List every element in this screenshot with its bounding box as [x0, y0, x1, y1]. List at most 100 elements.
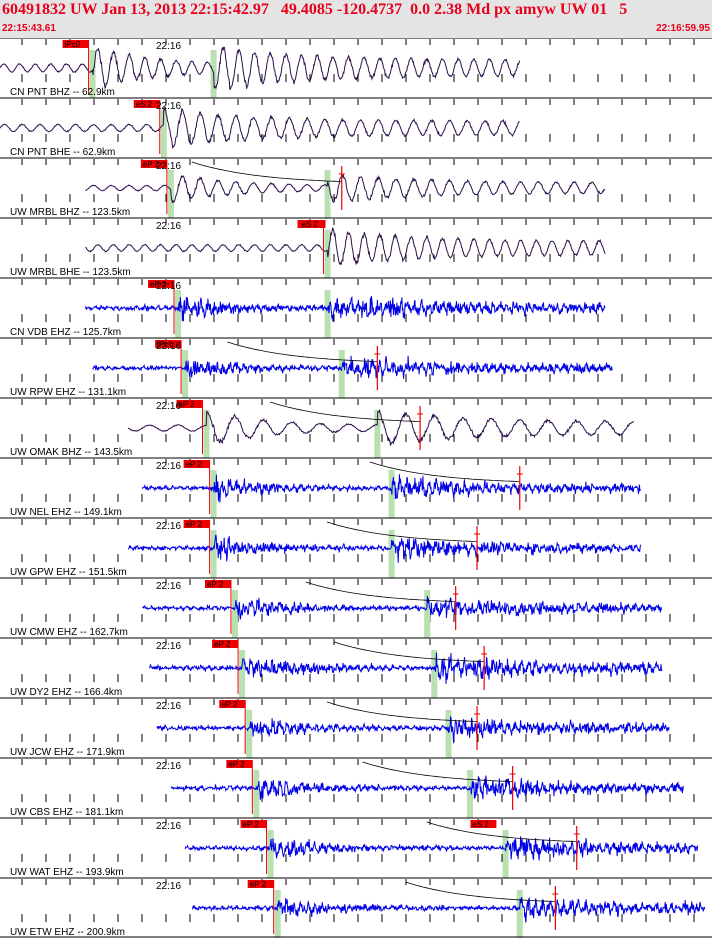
seismogram-trace	[0, 46, 521, 91]
trace-row: eP 222:16 CN VDB EHZ -- 125.7km	[0, 277, 712, 338]
pick-label: eP 2	[150, 280, 167, 289]
trace-row: eS 2 22:16 CN PNT BHE -- 62.9km	[0, 97, 712, 158]
trace-row: eP 2 22:16 UW CBS EHZ -- 181.1km	[0, 757, 712, 818]
seismogram-trace	[85, 227, 606, 266]
p-pick-window	[160, 110, 167, 158]
time-tick-label: 22:16	[156, 341, 181, 352]
pick-box	[183, 460, 210, 468]
seismogram-trace	[84, 295, 606, 322]
seismogram-trace	[92, 355, 613, 379]
seismogram-trace	[170, 775, 684, 800]
time-tick-label: 22:16	[156, 401, 181, 412]
trace-row: eP 2 22:16 UW NEL EHZ -- 149.1km	[0, 457, 712, 518]
trace-row: eP 2 22:16 UW CMW EHZ -- 162.7km	[0, 577, 712, 638]
pick-box	[240, 820, 267, 828]
pick-box	[176, 400, 203, 408]
time-tick-label: 22:16	[156, 881, 181, 892]
p-pick-window	[253, 770, 260, 818]
seismogram-trace	[0, 106, 520, 150]
station-label: UW WAT EHZ -- 193.9km	[10, 867, 124, 878]
pick-label: eP 2	[221, 700, 238, 709]
p-pick-window	[210, 470, 217, 518]
s-pick-window	[445, 710, 452, 758]
trace-row: eS 2 22:16 UW MRBL BHE -- 123.5km	[0, 217, 712, 278]
station-label: CN PNT BHE -- 62.9km	[10, 147, 115, 158]
trace-row: eP 2 22:16 UW ETW EHZ -- 200.9km	[0, 877, 712, 938]
pick-label: eP 2	[178, 400, 195, 409]
coda-curve	[326, 521, 478, 542]
s-pick-window	[324, 290, 331, 338]
trace-row: eP 222:16 UW MRBL BHZ -- 123.5km	[0, 157, 712, 218]
seismogram-trace	[127, 409, 634, 446]
pick-box	[148, 280, 174, 288]
station-label: UW RPW EHZ -- 131.1km	[10, 387, 126, 398]
seismogram-trace	[156, 715, 670, 744]
trace-row: eP 222:16 UW OMAK BHZ -- 143.5km	[0, 397, 712, 458]
trace-row: eP 2 22:16 UW WAT EHZ -- 193.9km	[0, 817, 712, 878]
station-label: UW GPW EHZ -- 151.5km	[10, 567, 127, 578]
trace-row: eP 2 22:16 UW JCW EHZ -- 171.9km	[0, 697, 712, 758]
station-label: UW MRBL BHZ -- 123.5km	[10, 207, 130, 218]
station-label: CN PNT BHZ -- 62.9km	[10, 87, 115, 98]
coda-curve	[326, 701, 478, 722]
time-tick-label: 22:16	[156, 581, 181, 592]
p-pick-window	[231, 590, 238, 638]
time-tick-label: 22:16	[156, 821, 181, 832]
p-pick-window	[239, 650, 246, 698]
seismogram-trace	[127, 534, 642, 563]
s-pick-window	[431, 650, 438, 698]
p-pick-window	[246, 710, 253, 758]
coda-curve	[405, 881, 556, 902]
start-time: 22:15:43.61	[2, 23, 56, 34]
pick-box	[226, 760, 253, 768]
seismogram-trace	[85, 173, 606, 204]
event-title: 60491832 UW Jan 13, 2013 22:15:42.97 49.…	[2, 1, 628, 18]
p-pick-window	[274, 890, 281, 938]
pick-label: eP 2	[250, 880, 267, 889]
time-tick-label: 22:16	[156, 701, 181, 712]
coda-curve	[305, 581, 456, 602]
seismogram-trace	[141, 474, 641, 503]
header-bar: 60491832 UW Jan 13, 2013 22:15:42.97 49.…	[0, 0, 712, 38]
station-label: UW OMAK BHZ -- 143.5km	[10, 447, 132, 458]
pick-label: eP 2	[243, 820, 260, 829]
s-pick-window	[502, 830, 509, 878]
pick-label: eP 2	[214, 640, 231, 649]
pick-label: iPc1	[157, 340, 173, 349]
pick-label: eP 2	[186, 460, 203, 469]
pick-box	[62, 40, 89, 48]
time-tick-label: 22:16	[156, 281, 181, 292]
p-pick-window	[210, 530, 217, 578]
station-label: UW NEL EHZ -- 149.1km	[10, 507, 122, 518]
time-tick-label: 22:16	[156, 521, 181, 532]
pick-label: eP 2	[143, 160, 160, 169]
s-pick-window	[338, 350, 345, 398]
s-pick-window	[424, 590, 431, 638]
coda-curve	[191, 161, 342, 182]
coda-curve	[269, 401, 421, 422]
secondary-pick-label: eS 2	[472, 820, 489, 829]
seismogram-trace	[184, 836, 699, 861]
pick-box	[155, 340, 182, 348]
trace-row: eP 2 22:16 UW DY2 EHZ -- 166.4km	[0, 637, 712, 698]
secondary-pick-label: eS 2	[302, 220, 319, 229]
pick-box	[183, 520, 210, 528]
time-tick-label: 22:16	[156, 461, 181, 472]
coda-curve	[369, 461, 520, 482]
station-label: UW CMW EHZ -- 162.7km	[10, 627, 128, 638]
time-tick-label: 22:16	[156, 101, 181, 112]
pick-box	[212, 640, 239, 648]
station-label: UW ETW EHZ -- 200.9km	[10, 927, 125, 938]
p-pick-window	[175, 290, 181, 338]
pick-label: eP 2	[207, 580, 224, 589]
time-tick-label: 22:16	[156, 641, 181, 652]
time-tick-label: 22:16	[156, 761, 181, 772]
seismogram-trace	[142, 595, 663, 620]
p-pick-window	[182, 350, 189, 398]
s-pick-window	[388, 530, 395, 578]
pick-box	[204, 580, 231, 588]
coda-curve	[362, 761, 513, 782]
p-pick-window	[267, 830, 274, 878]
coda-curve	[334, 641, 485, 662]
